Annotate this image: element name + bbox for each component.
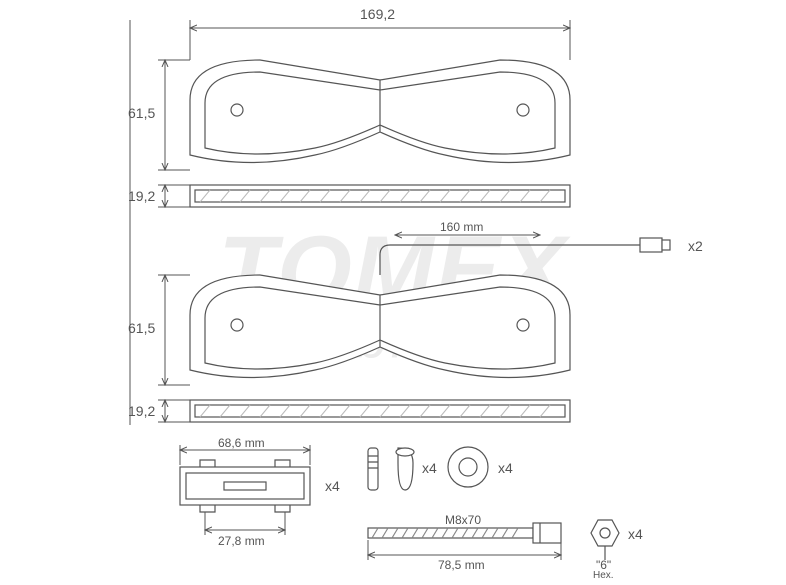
dim-top-side-thickness (158, 185, 190, 207)
guide-pin-cap (368, 448, 414, 490)
dim-bottom-pad-height (158, 275, 190, 385)
hex-nut (591, 520, 619, 560)
wear-sensor-wire (380, 238, 670, 275)
bolt (368, 523, 561, 543)
top-pad-front (190, 60, 570, 163)
dim-top-pad-height (158, 60, 190, 170)
dim-bottom-side-thickness (158, 400, 190, 422)
bottom-pad-side (190, 400, 570, 422)
dim-overall-width (190, 20, 570, 60)
dim-clip-height (205, 512, 285, 535)
retainer-clip (180, 460, 310, 512)
top-pad-side (190, 185, 570, 207)
drawing-canvas (0, 0, 786, 585)
grommet (448, 447, 488, 487)
dim-bolt-length (368, 540, 561, 560)
bottom-pad-front (190, 275, 570, 378)
